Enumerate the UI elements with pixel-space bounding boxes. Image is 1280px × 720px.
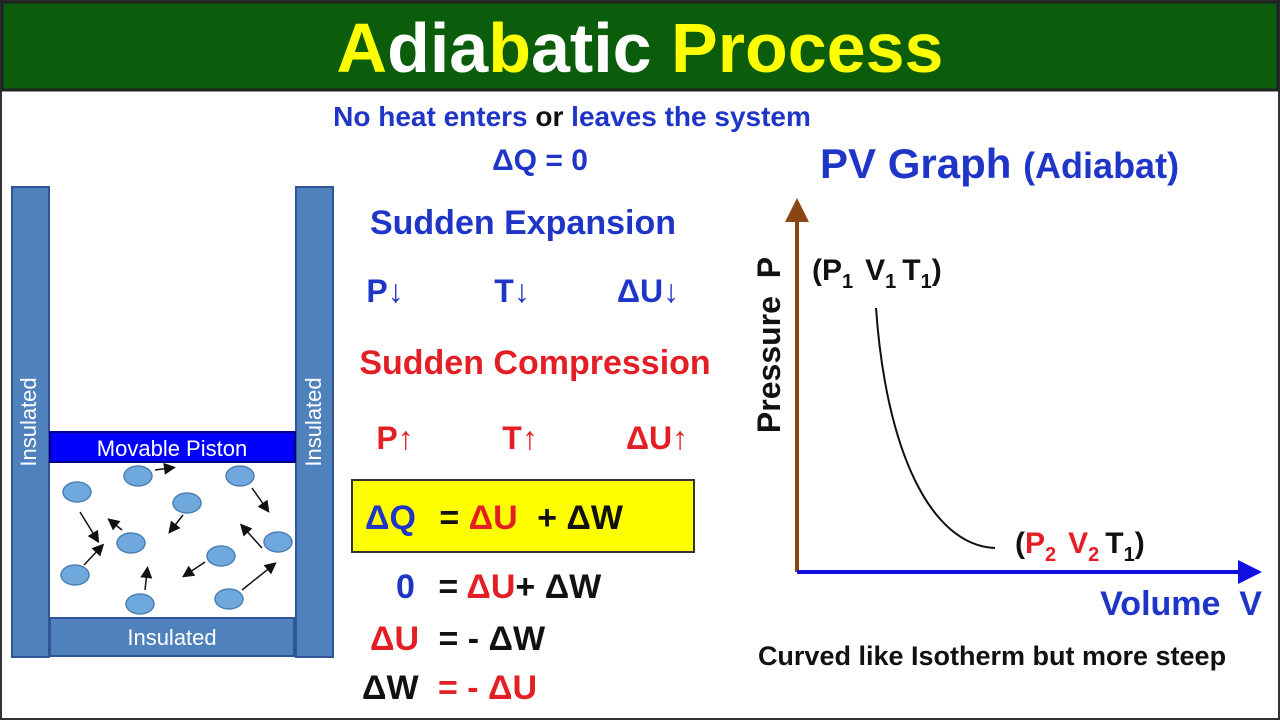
- title-part: dia: [387, 9, 489, 87]
- compression-effect: P↑: [376, 420, 413, 456]
- graph-title-part: (Adiabat): [1023, 145, 1179, 186]
- eq-term: = - ΔW: [438, 620, 546, 658]
- intro-equation: ΔQ = 0: [492, 144, 588, 177]
- cylinder: Insulated Insulated Insulated Movable Pi…: [11, 186, 334, 658]
- eq-term: ΔQ: [365, 499, 416, 537]
- y-axis-label: Pressure P: [751, 257, 787, 433]
- equation: ΔQ = ΔU + ΔW: [365, 499, 624, 537]
- label-part: P: [1025, 527, 1045, 560]
- eq-term: + ΔW: [515, 568, 602, 606]
- eq-term: =: [438, 568, 458, 606]
- start-point-label: (P1 V1 T1): [812, 254, 942, 293]
- label-sub: 2: [1088, 544, 1099, 566]
- title-part: b: [488, 9, 531, 87]
- compression-effect: ΔU↑: [626, 420, 688, 456]
- eq-term: 0: [396, 568, 415, 606]
- intro-part: or: [535, 101, 563, 132]
- header-bar: [0, 0, 1280, 92]
- adiabat-curve: [875, 307, 996, 549]
- eq-term: = - ΔU: [438, 669, 537, 707]
- right-wall: [295, 186, 334, 658]
- graph-title: PV Graph (Adiabat): [820, 140, 1179, 187]
- title-part: Process: [652, 9, 944, 87]
- label-part: (: [1015, 527, 1025, 560]
- label-sub: 1: [885, 271, 896, 293]
- compression-effect: T↑: [502, 420, 538, 456]
- label-part: T: [902, 254, 920, 287]
- label-part: ): [932, 254, 942, 287]
- label-part: (P: [812, 254, 842, 287]
- label-sub: 1: [842, 271, 853, 293]
- equation: ΔW = - ΔU: [362, 669, 537, 707]
- graph-caption: Curved like Isotherm but more steep: [758, 641, 1226, 671]
- compression-heading: Sudden Compression: [359, 344, 710, 382]
- highlight-box: [351, 479, 695, 553]
- equation: ΔU = - ΔW: [370, 620, 546, 658]
- label-sub: 1: [921, 271, 932, 293]
- x-axis-label: Volume V: [1100, 585, 1262, 623]
- motion-arrows: [79, 462, 277, 591]
- end-point-label: (P2 V2 T1): [1015, 527, 1145, 566]
- piston-label: Movable Piston: [97, 436, 247, 461]
- equation: 0 = ΔU+ ΔW: [396, 568, 602, 606]
- label-sub: 1: [1124, 544, 1135, 566]
- eq-term: + ΔW: [537, 499, 624, 537]
- title: Adiabatic Process: [337, 9, 944, 87]
- intro-part: No heat enters: [333, 101, 528, 132]
- expansion-heading: Sudden Expansion: [370, 204, 676, 242]
- wall-label: Insulated: [16, 377, 41, 466]
- eq-term: ΔU: [469, 499, 518, 537]
- wall-label: Insulated: [301, 377, 326, 466]
- left-wall: [11, 186, 50, 658]
- label-part: T: [1105, 527, 1123, 560]
- eq-term: ΔW: [362, 669, 419, 707]
- title-part: A: [337, 9, 388, 87]
- intro-line: No heat enters or leaves the system: [333, 101, 811, 132]
- label-part: V: [1068, 527, 1088, 560]
- bottom-wall: [49, 617, 295, 657]
- expansion-effect: P↓: [366, 273, 403, 309]
- expansion-effect: ΔU↓: [617, 273, 679, 309]
- eq-term: =: [439, 499, 459, 537]
- label-part: ): [1135, 527, 1145, 560]
- molecules: [60, 465, 293, 615]
- title-part: atic: [531, 9, 652, 87]
- eq-term: ΔU: [370, 620, 419, 658]
- intro-part: leaves the system: [571, 101, 811, 132]
- piston: [49, 431, 296, 463]
- graph-title-part: PV Graph: [820, 140, 1011, 187]
- label-part: V: [865, 254, 885, 287]
- bottom-label: Insulated: [127, 625, 216, 650]
- eq-term: ΔU: [466, 568, 515, 606]
- expansion-effect: T↓: [494, 273, 530, 309]
- label-sub: 2: [1045, 544, 1056, 566]
